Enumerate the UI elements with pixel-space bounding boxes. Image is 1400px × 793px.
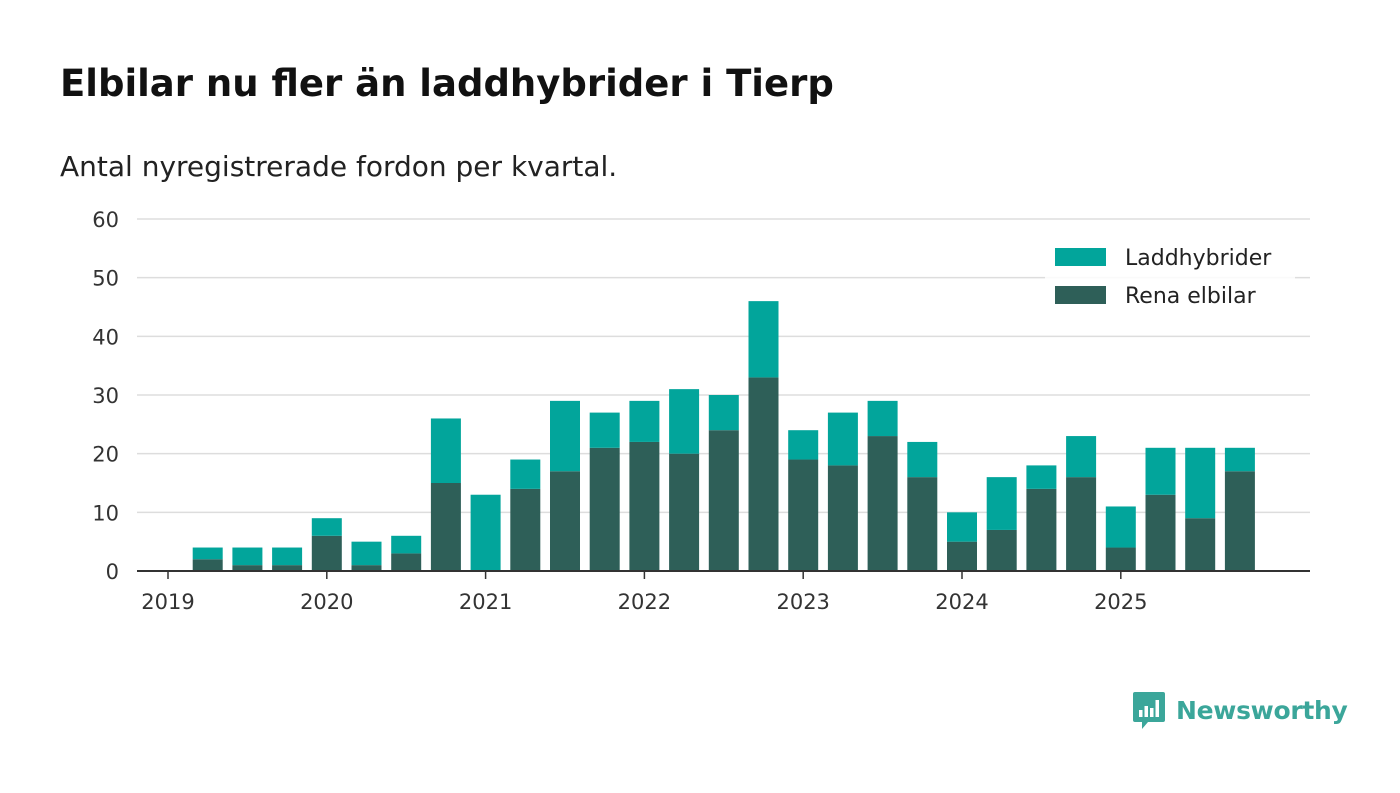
- bar-laddhybrider: [391, 535, 422, 554]
- bar-rena-elbilar: [669, 453, 700, 571]
- bar-laddhybrider: [351, 541, 382, 566]
- bar-laddhybrider: [589, 412, 620, 448]
- bar-laddhybrider: [470, 494, 501, 571]
- y-tick-label: 50: [92, 267, 119, 291]
- bar-laddhybrider: [1105, 506, 1136, 548]
- legend: Laddhybrider Rena elbilar: [1045, 237, 1295, 319]
- newsworthy-logo-icon: [1133, 692, 1165, 729]
- bar-rena-elbilar: [907, 477, 938, 571]
- newsworthy-logo[interactable]: Newsworthy: [1132, 690, 1348, 730]
- bar-laddhybrider: [1224, 447, 1255, 472]
- bar-laddhybrider: [629, 400, 660, 442]
- bar-rena-elbilar: [589, 447, 620, 571]
- x-tick-label: 2022: [618, 590, 671, 614]
- bar-laddhybrider: [232, 547, 263, 566]
- logo-text: Newsworthy: [1176, 695, 1348, 725]
- bar-rena-elbilar: [1066, 477, 1097, 571]
- bar-laddhybrider: [788, 430, 819, 460]
- bar-rena-elbilar: [272, 565, 303, 571]
- bar-laddhybrider: [311, 518, 342, 536]
- bar-laddhybrider: [669, 389, 700, 454]
- y-tick-label: 20: [92, 443, 119, 467]
- bar-rena-elbilar: [1185, 518, 1216, 571]
- bar-laddhybrider: [272, 547, 303, 566]
- bar-laddhybrider: [1066, 436, 1097, 478]
- bar-rena-elbilar: [510, 488, 541, 571]
- chart-subtitle: Antal nyregistrerade fordon per kvartal.: [60, 150, 618, 183]
- bar-laddhybrider: [867, 400, 898, 437]
- bar-rena-elbilar: [232, 565, 263, 571]
- x-tick-label: 2020: [300, 590, 353, 614]
- bar-laddhybrider: [708, 395, 739, 431]
- bar-rena-elbilar: [311, 535, 342, 571]
- legend-swatch-laddhybrider: [1055, 248, 1106, 266]
- bar-rena-elbilar: [430, 483, 461, 571]
- legend-label-laddhybrider: Laddhybrider: [1125, 246, 1272, 271]
- legend-swatch-rena-elbilar: [1055, 286, 1106, 304]
- bar-laddhybrider: [192, 547, 223, 560]
- bar-laddhybrider: [827, 412, 858, 466]
- bar-laddhybrider: [1185, 447, 1216, 519]
- y-tick-label: 60: [92, 208, 119, 232]
- bar-rena-elbilar: [1145, 494, 1176, 571]
- bar-rena-elbilar: [351, 565, 382, 571]
- x-tick-label: 2021: [459, 590, 512, 614]
- x-tick-label: 2019: [141, 590, 194, 614]
- bar-rena-elbilar: [550, 471, 580, 571]
- y-tick-label: 30: [92, 384, 119, 408]
- bar-rena-elbilar: [947, 541, 977, 571]
- bar-laddhybrider: [986, 477, 1017, 530]
- stacked-bar-chart: 0 10 20 30 40 50 60 2019 2020 2021 2022 2023 2024 202…: [92, 208, 1310, 614]
- bar-laddhybrider: [510, 459, 541, 489]
- x-tick-label: 2023: [776, 590, 829, 614]
- bars: [192, 301, 1255, 571]
- bar-laddhybrider: [550, 400, 580, 472]
- bar-rena-elbilar: [986, 529, 1017, 571]
- axes: 0 10 20 30 40 50 60 2019 2020 2021 2022 2023 2024 202…: [92, 208, 1310, 614]
- bar-rena-elbilar: [827, 465, 858, 571]
- legend-label-rena-elbilar: Rena elbilar: [1125, 284, 1257, 309]
- bar-rena-elbilar: [867, 436, 898, 571]
- x-tick-label: 2025: [1094, 590, 1147, 614]
- bar-laddhybrider: [748, 301, 779, 378]
- bar-rena-elbilar: [192, 559, 223, 571]
- bar-laddhybrider: [1145, 447, 1176, 495]
- bar-rena-elbilar: [1105, 547, 1136, 571]
- bar-rena-elbilar: [1026, 488, 1057, 571]
- bar-rena-elbilar: [708, 430, 739, 571]
- bar-laddhybrider: [1026, 465, 1057, 489]
- y-tick-label: 10: [92, 501, 119, 525]
- bar-laddhybrider: [430, 418, 461, 483]
- bar-laddhybrider: [947, 512, 977, 542]
- bar-laddhybrider: [907, 441, 938, 478]
- y-tick-label: 0: [106, 560, 119, 584]
- x-tick-label: 2024: [935, 590, 988, 614]
- chart-title: Elbilar nu fler än laddhybrider i Tierp: [60, 62, 834, 105]
- bar-rena-elbilar: [788, 459, 819, 571]
- bar-rena-elbilar: [1224, 471, 1255, 571]
- bar-rena-elbilar: [391, 553, 422, 571]
- bar-rena-elbilar: [748, 377, 779, 571]
- y-tick-label: 40: [92, 325, 119, 349]
- bar-rena-elbilar: [629, 441, 660, 571]
